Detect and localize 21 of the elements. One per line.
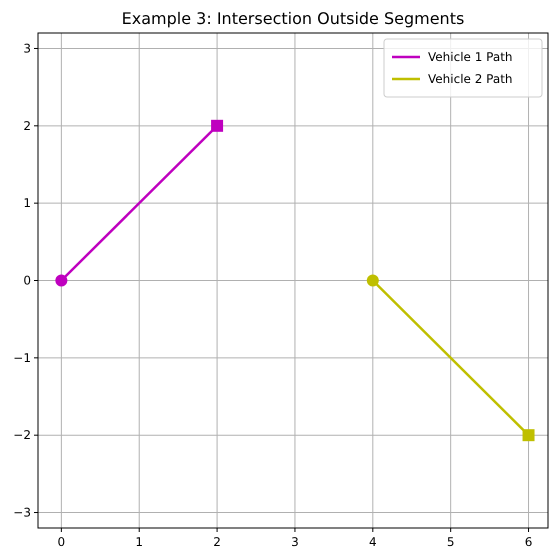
x-tick-label: 2 (213, 535, 221, 549)
point (211, 120, 224, 132)
y-tick-label: −2 (13, 428, 31, 442)
x-tick-label: 1 (135, 535, 144, 549)
chart-title: Example 3: Intersection Outside Segments (122, 9, 464, 28)
y-tick-label: −3 (13, 506, 31, 520)
y-tick-label: 3 (23, 41, 31, 56)
legend-label: Vehicle 2 Path (428, 72, 513, 86)
y-tick-label: −1 (13, 350, 31, 365)
legend-label: Vehicle 1 Path (428, 50, 513, 64)
x-tick-label: 6 (524, 535, 532, 549)
point (55, 274, 68, 286)
x-tick-label: 3 (291, 535, 299, 549)
x-tick-label: 4 (368, 535, 377, 549)
y-tick-label: 0 (23, 274, 31, 288)
y-tick-label: 1 (23, 196, 31, 210)
point (522, 429, 535, 442)
x-tick-label: 5 (446, 535, 454, 549)
y-tick-label: 2 (23, 118, 31, 133)
point (366, 274, 379, 286)
x-tick-label: 0 (58, 535, 66, 549)
